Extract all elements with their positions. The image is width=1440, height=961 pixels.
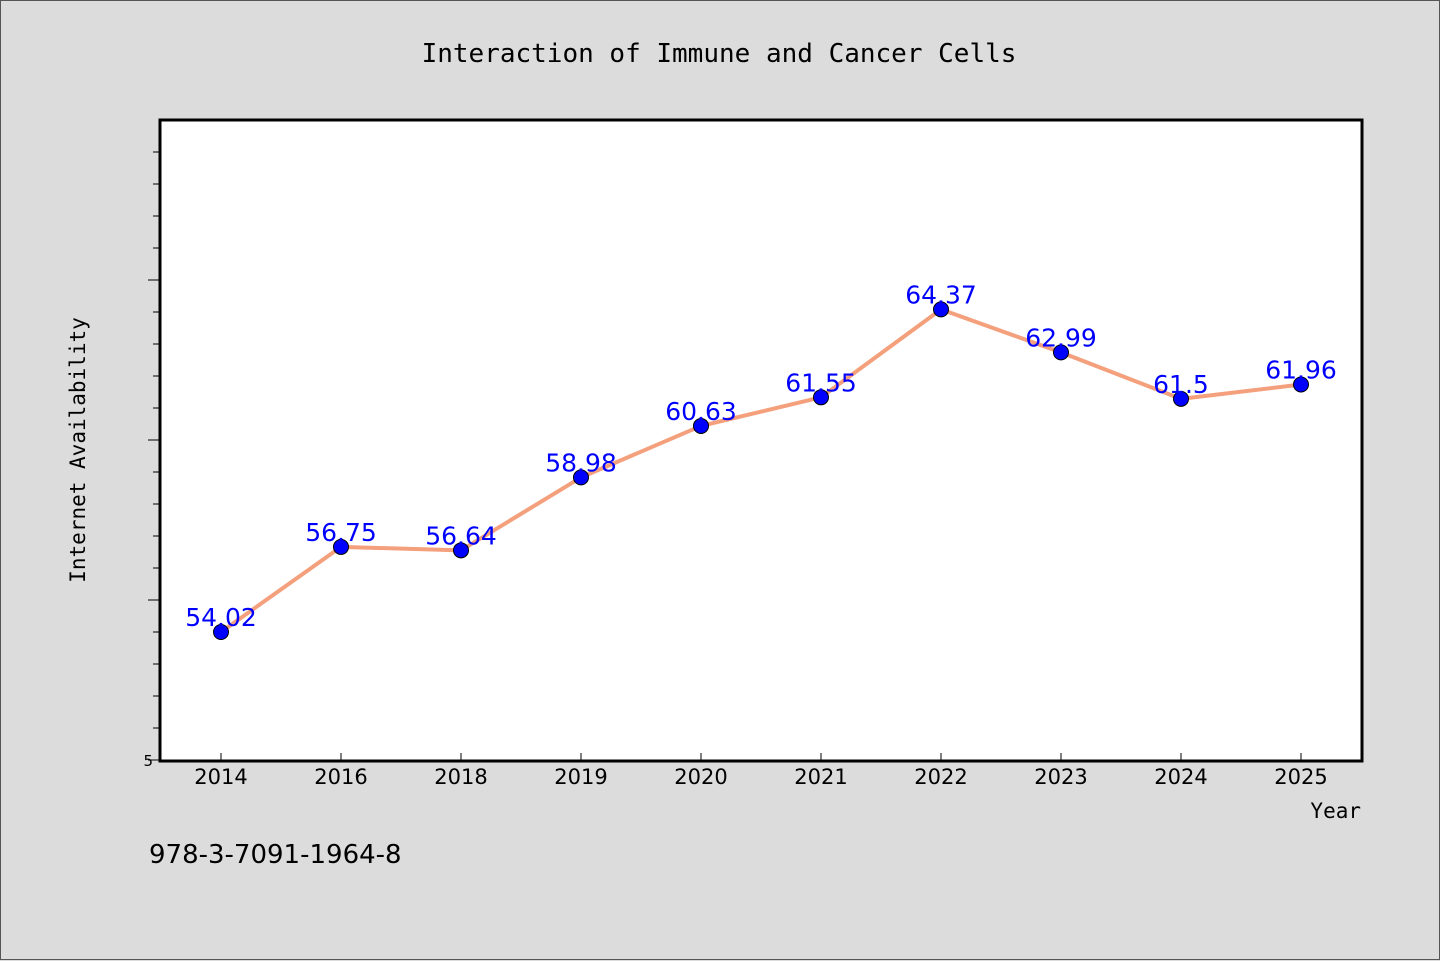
x-tick-label: 2023 [1034, 765, 1087, 789]
data-label: 61.5 [1153, 370, 1209, 399]
data-point-marker [813, 389, 829, 406]
x-tick-label: 2022 [914, 765, 967, 789]
plot-area [158, 118, 1364, 763]
y-tick-label: 5 [143, 752, 153, 770]
data-point-marker [1053, 344, 1069, 361]
x-tick-label: 2024 [1154, 765, 1207, 789]
y-axis-ticks [148, 151, 160, 761]
data-point-marker [573, 469, 589, 486]
x-axis-label: Year [1310, 799, 1361, 823]
x-tick-label: 2014 [194, 765, 247, 789]
data-point-marker [1293, 376, 1309, 393]
series-line [219, 307, 1302, 634]
y-axis-label: Internet Availability [66, 317, 90, 583]
series-line-group: 54.02 56.75 56.64 58.98 60.63 61.55 64.37 62.99… [185, 280, 1337, 640]
data-label: 62.99 [1025, 323, 1097, 352]
x-tick-label: 2019 [554, 765, 607, 789]
data-label: 61.96 [1265, 356, 1337, 385]
data-label: 61.55 [785, 368, 857, 397]
data-label: 64.37 [905, 280, 977, 309]
data-label: 60.63 [665, 397, 737, 426]
chart-title: Interaction of Immune and Cancer Cells [422, 39, 1017, 69]
x-axis-tick-labels: 2014 2016 2018 2019 2020 2021 2022 2023 2024 2025 [194, 765, 1327, 789]
data-point-marker [693, 417, 709, 434]
footnote-isbn: 978-3-7091-1964-8 [149, 840, 402, 870]
x-tick-label: 2018 [434, 765, 487, 789]
data-point-marker [453, 542, 469, 559]
data-point-marker [213, 624, 229, 640]
x-tick-label: 2025 [1274, 765, 1327, 789]
data-label: 54.02 [185, 603, 257, 632]
data-point-marker [333, 538, 349, 555]
x-tick-label: 2016 [314, 765, 367, 789]
data-label: 58.98 [545, 448, 617, 477]
x-axis-ticks [220, 753, 1302, 761]
data-point-marker [1173, 390, 1189, 407]
data-label: 56.64 [425, 521, 497, 550]
data-point-marker [933, 301, 949, 318]
x-tick-label: 2021 [794, 765, 847, 789]
data-label: 56.75 [305, 518, 377, 547]
x-tick-label: 2020 [674, 765, 727, 789]
